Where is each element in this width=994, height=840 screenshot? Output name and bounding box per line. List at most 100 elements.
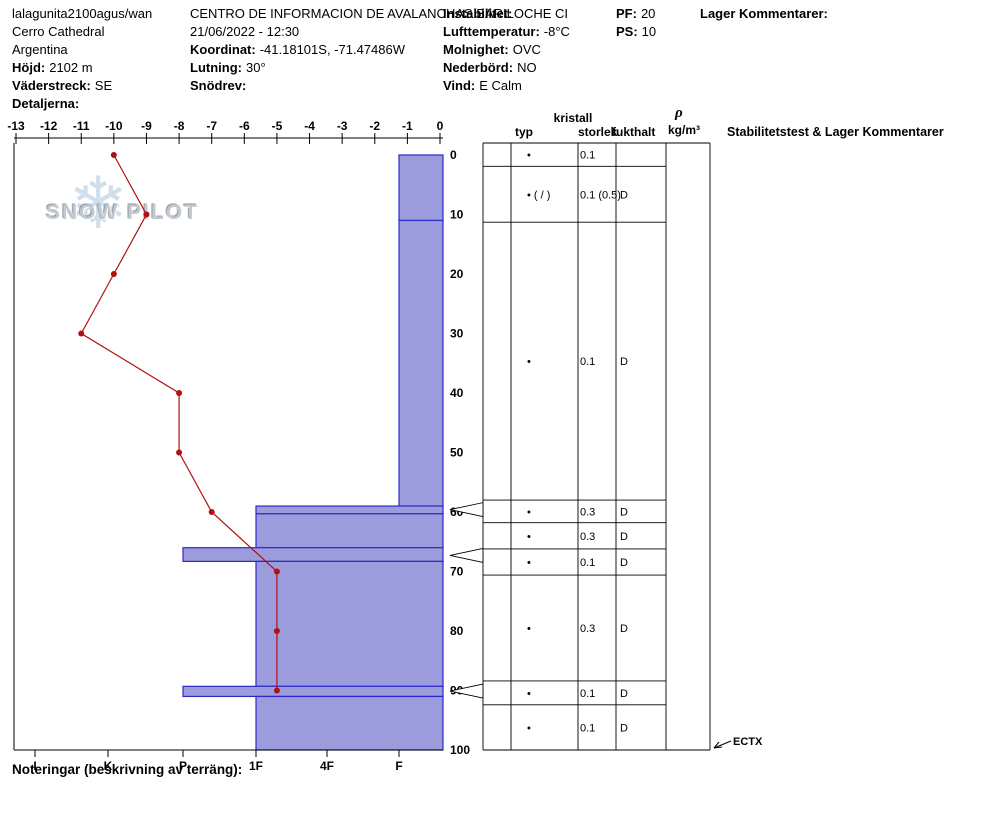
slope-value: 30° <box>245 60 266 75</box>
temp-tick-label: 0 <box>437 119 444 133</box>
hardness-tick-label: P <box>179 759 187 773</box>
density-symbol: ρ <box>675 105 683 121</box>
wind-label: Vind: <box>443 78 476 93</box>
terrain-notes-label: Noteringar (beskrivning av terräng): <box>12 762 243 777</box>
hardness-tick-label: 4F <box>320 759 334 773</box>
grain-type-cell: • <box>527 150 531 162</box>
grain-type-cell: • <box>527 623 531 635</box>
moisture-header: fukthalt <box>612 125 656 139</box>
snow-layer-bar <box>182 547 444 562</box>
grain-type-cell: • <box>527 557 531 569</box>
instability: Instabilitet: <box>443 6 516 21</box>
grain-type-cell: • <box>527 356 531 368</box>
grain-size-cell: 0.1 <box>580 688 595 700</box>
moisture-cell: D <box>620 356 628 368</box>
depth-tick-label: 50 <box>450 446 464 460</box>
temp-tick-label: -9 <box>141 119 152 133</box>
hardness-tick-label: 1F <box>249 759 263 773</box>
ps-label: PS: <box>616 24 638 39</box>
grain-type-header: typ <box>515 125 533 139</box>
grain-type-cell: • ( / ) <box>527 189 550 201</box>
crystal-group-header: kristall <box>553 111 593 125</box>
ect-arrow-head <box>713 741 720 749</box>
snow-layer-bar <box>182 685 444 698</box>
ps-value: 10 <box>641 24 657 39</box>
snowflake-icon: ❄ <box>68 164 129 244</box>
temp-tick-label: -13 <box>7 119 25 133</box>
density-unit-header: kg/m³ <box>668 123 701 137</box>
precipitation-value: NO <box>517 60 537 75</box>
pf: PF: 20 <box>616 6 655 21</box>
precipitation-label: Nederbörd: <box>443 60 514 75</box>
layer-pointer-arrow <box>449 502 484 518</box>
grain-size-cell: 0.1 <box>580 356 595 368</box>
elevation-value: 2102 m <box>49 60 93 75</box>
grain-size-cell: 0.1 <box>580 722 595 734</box>
instability-label: Instabilitet: <box>443 6 513 21</box>
temperature-point <box>273 687 280 694</box>
temp-tick-label: -4 <box>304 119 315 133</box>
aspect-label: Väderstreck: <box>12 78 91 93</box>
hardness-tick-label: F <box>395 759 402 773</box>
grain-size-cell: 0.1 <box>580 150 595 162</box>
moisture-cell: D <box>620 531 628 543</box>
country: Argentina <box>12 42 68 57</box>
temp-tick-label: -7 <box>206 119 217 133</box>
slope-label: Lutning: <box>190 60 242 75</box>
temperature-point <box>110 152 117 158</box>
snow-layer-bar <box>398 154 444 222</box>
depth-tick-label: 40 <box>450 386 464 400</box>
precipitation: Nederbörd: NO <box>443 60 537 75</box>
snow-layer-bar <box>255 505 444 515</box>
org-title: CENTRO DE INFORMACION DE AVALANCHAS BARI… <box>190 6 569 21</box>
layer-comments-header: Lager Kommentarer: <box>700 6 828 21</box>
grain-type-cell: • <box>527 531 531 543</box>
depth-tick-label: 80 <box>450 624 464 638</box>
air-temp-label: Lufttemperatur: <box>443 24 540 39</box>
pit-name: lalagunita2100agus/wan <box>12 6 153 21</box>
pf-value: 20 <box>640 6 656 21</box>
moisture-cell: D <box>620 189 628 201</box>
elevation: Höjd: 2102 m <box>12 60 93 75</box>
layer-pointer-arrow <box>449 547 484 563</box>
ect-result-label: ECTX <box>733 736 763 748</box>
grain-size-cell: 0.1 (0.5) <box>580 189 621 201</box>
ps: PS: 10 <box>616 24 656 39</box>
grain-size-cell: 0.3 <box>580 531 595 543</box>
ect-arrow-head <box>713 746 723 749</box>
grain-type-cell: • <box>527 688 531 700</box>
air-temp-value: -8°C <box>543 24 570 39</box>
details: Detaljerna: <box>12 96 79 111</box>
temp-tick-label: -3 <box>337 119 348 133</box>
depth-tick-label: 10 <box>450 208 464 222</box>
temperature-point <box>176 390 183 396</box>
depth-tick-label: 100 <box>450 743 470 757</box>
temp-tick-label: -10 <box>105 119 123 133</box>
grain-type-cell: • <box>527 722 531 734</box>
aspect-value: SE <box>94 78 113 93</box>
sky-cover: Molnighet: OVC <box>443 42 541 57</box>
temperature-point <box>143 211 150 218</box>
moisture-cell: D <box>620 722 628 734</box>
hardness-tick-label: I <box>33 759 36 773</box>
snowpilot-logo: SNOW PILOT <box>46 201 199 224</box>
temp-tick-label: -1 <box>402 119 413 133</box>
snow-layer-bar <box>255 695 444 751</box>
coordinate: Koordinat: -41.18101S, -71.47486W <box>190 42 405 57</box>
depth-tick-label: 30 <box>450 327 464 341</box>
snow-layer-bar <box>255 513 444 549</box>
temperature-point <box>110 271 117 277</box>
grain-type-cell: • <box>527 506 531 518</box>
elevation-label: Höjd: <box>12 60 46 75</box>
depth-tick-label: 0 <box>450 148 457 162</box>
air-temp: Lufttemperatur: -8°C <box>443 24 570 39</box>
moisture-cell: D <box>620 688 628 700</box>
depth-tick-label: 70 <box>450 565 464 579</box>
snowdrift-label: Snödrev: <box>190 78 247 93</box>
moisture-cell: D <box>620 557 628 569</box>
ect-arrow-line <box>713 740 732 749</box>
aspect: Väderstreck: SE <box>12 78 112 93</box>
grain-size-header: storlek <box>578 125 618 139</box>
